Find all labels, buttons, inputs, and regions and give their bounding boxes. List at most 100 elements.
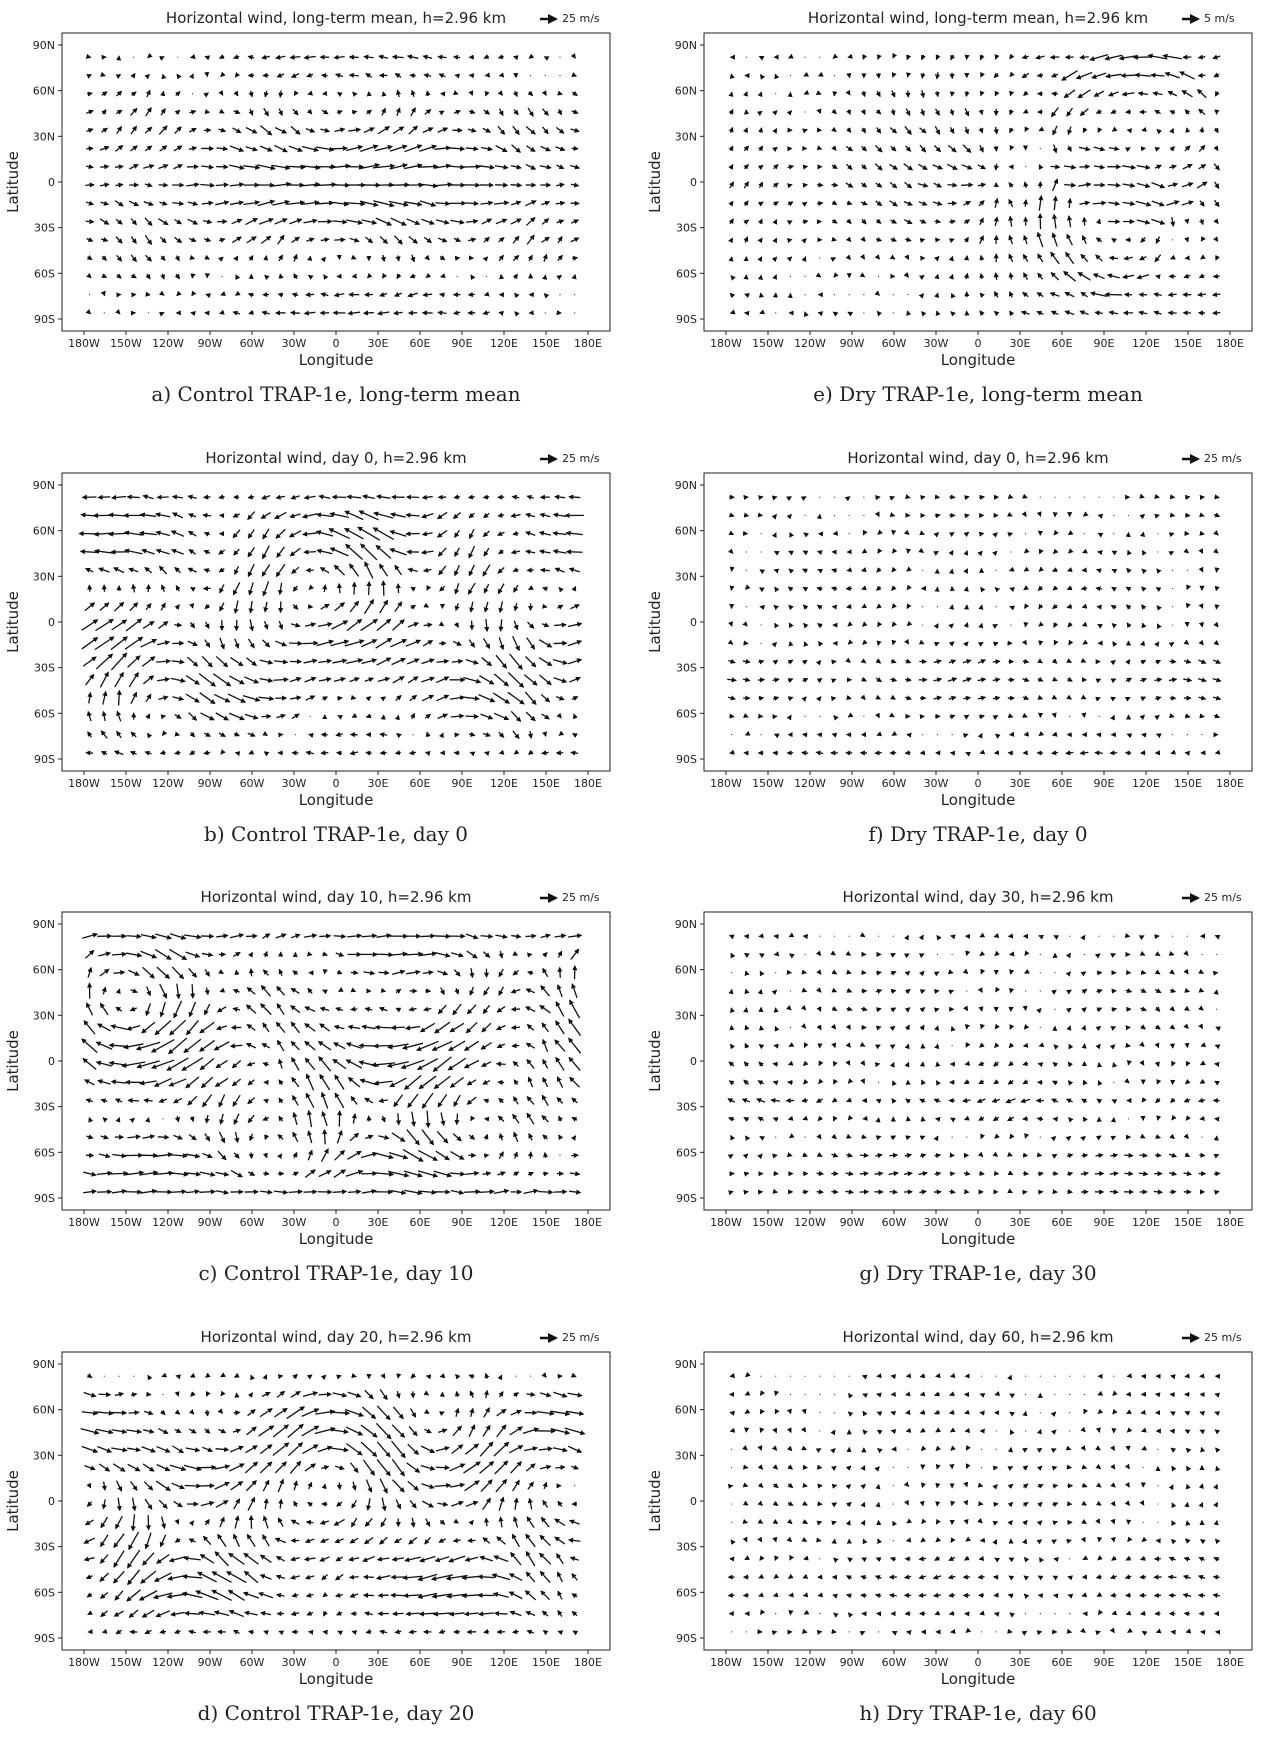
wind-arrow: [126, 953, 141, 956]
wind-arrow: [334, 936, 346, 937]
wind-arrow: [526, 936, 536, 937]
wind-arrow: [819, 1394, 820, 1395]
wind-arrow: [411, 108, 415, 116]
wind-arrow: [922, 1448, 924, 1450]
wind-arrow: [775, 1412, 776, 1414]
wind-arrow: [978, 165, 985, 169]
wind-arrow: [404, 202, 421, 205]
x-tick-label: 30W: [924, 1656, 949, 1669]
wind-arrow: [361, 1442, 376, 1456]
wind-arrow: [439, 548, 447, 556]
wind-arrow: [1215, 182, 1219, 188]
wind-arrow: [377, 658, 391, 665]
wind-arrow: [204, 497, 210, 498]
y-tick-label: 0: [690, 176, 697, 189]
wind-arrow: [260, 126, 271, 135]
wind-arrow: [745, 1044, 747, 1048]
wind-arrow: [951, 936, 953, 937]
wind-arrow: [499, 109, 502, 116]
wind-arrow: [1151, 219, 1164, 223]
wind-arrow: [1106, 74, 1121, 76]
wind-arrow: [117, 91, 122, 96]
x-axis-label: Longitude: [299, 1670, 374, 1688]
wind-arrow: [1023, 1081, 1027, 1084]
x-tick-label: 180W: [710, 337, 742, 350]
wind-arrow: [980, 533, 984, 534]
wind-arrow: [221, 1376, 223, 1377]
wind-arrow: [437, 1503, 447, 1505]
wind-arrow: [189, 1002, 195, 1016]
wind-arrow: [933, 165, 942, 169]
wind-arrow: [878, 1467, 879, 1468]
wind-arrow: [86, 221, 94, 222]
wind-arrow: [82, 1039, 97, 1052]
wind-arrow: [468, 583, 475, 594]
wind-arrow: [161, 1411, 164, 1415]
wind-arrow: [305, 496, 316, 498]
wind-arrow: [554, 625, 566, 626]
wind-arrow: [424, 75, 431, 77]
wind-arrow: [147, 714, 149, 718]
wind-arrow: [365, 1098, 373, 1103]
y-tick-label: 30S: [34, 662, 55, 675]
wind-arrow: [426, 257, 429, 260]
wind-arrow: [452, 661, 463, 662]
wind-arrow: [103, 1499, 105, 1508]
wind-arrow: [1199, 165, 1206, 169]
wind-arrow: [1141, 1558, 1146, 1560]
wind-arrow: [877, 569, 880, 572]
wind-arrow: [510, 1427, 522, 1435]
wind-arrow: [805, 312, 806, 313]
wind-arrow: [948, 678, 956, 681]
wind-arrow: [907, 257, 908, 259]
wind-arrow: [818, 605, 822, 608]
wind-arrow: [1010, 606, 1011, 607]
wind-arrow: [803, 551, 806, 553]
wind-arrow: [263, 640, 270, 647]
wind-arrow: [1094, 166, 1104, 168]
wind-arrow: [378, 1558, 390, 1560]
wind-arrow: [950, 127, 953, 133]
wind-arrow: [117, 275, 121, 279]
wind-arrow: [243, 696, 260, 701]
wind-arrow: [1113, 1394, 1115, 1396]
wind-arrow: [367, 697, 370, 700]
x-axis-label: Longitude: [941, 1230, 1016, 1248]
y-tick-label: 30N: [33, 130, 55, 143]
wind-arrow: [803, 1118, 806, 1119]
wind-arrow: [1113, 1376, 1114, 1377]
wind-arrow: [130, 146, 137, 151]
wind-arrow: [86, 753, 93, 754]
wind-arrow: [760, 588, 762, 589]
y-axis-label: Latitude: [4, 1470, 22, 1532]
wind-arrow: [201, 166, 213, 168]
wind-arrow: [1200, 275, 1205, 277]
wind-arrow: [775, 587, 777, 589]
wind-arrow: [1066, 752, 1073, 753]
wind-arrow: [1156, 1007, 1159, 1011]
wind-arrow: [1081, 255, 1088, 262]
wind-arrow: [746, 1026, 747, 1030]
wind-arrow: [834, 1081, 835, 1084]
wind-arrow: [1064, 90, 1075, 98]
wind-arrow: [174, 165, 183, 169]
wind-arrow: [294, 255, 297, 262]
wind-arrow: [233, 530, 240, 538]
wind-arrow: [876, 1595, 881, 1596]
wind-arrow: [513, 533, 518, 534]
wind-arrow: [1172, 643, 1174, 644]
quiver-key-label: 25 m/s: [1204, 452, 1242, 465]
wind-arrow: [513, 1172, 518, 1175]
wind-arrow: [1112, 551, 1115, 553]
wind-arrow: [804, 624, 806, 627]
wind-arrow: [952, 605, 953, 608]
wind-arrow: [513, 731, 519, 738]
wind-arrow: [221, 1412, 222, 1413]
wind-arrow: [482, 658, 492, 666]
wind-arrow: [893, 1485, 894, 1486]
wind-arrow: [515, 1152, 517, 1158]
wind-arrow: [528, 1482, 533, 1489]
wind-arrow: [264, 1631, 268, 1632]
wind-arrow: [275, 641, 286, 645]
wind-arrow: [834, 75, 835, 76]
